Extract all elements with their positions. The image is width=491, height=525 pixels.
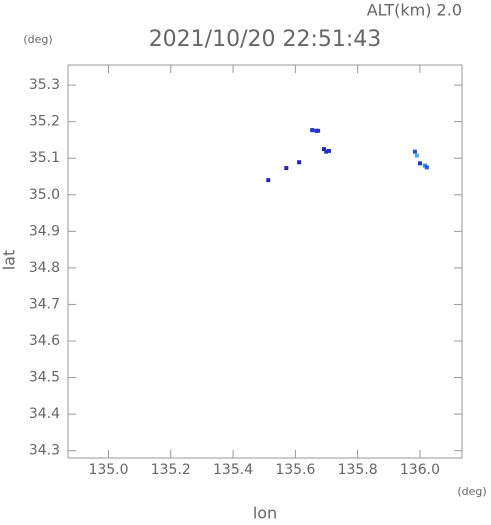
y-tick-label: 34.6 (29, 333, 60, 349)
y-tick-label: 34.7 (29, 296, 60, 312)
x-tick-label: 135.4 (213, 462, 253, 478)
plot-frame (67, 64, 463, 459)
x-tick-label: 136.0 (400, 462, 440, 478)
y-tick-label: 35.2 (29, 114, 60, 130)
data-point (424, 165, 429, 170)
y-tick-label: 35.1 (29, 150, 60, 166)
y-tick-label: 35.3 (29, 77, 60, 93)
data-point (417, 161, 422, 166)
y-label: lat (0, 250, 19, 271)
y-tick-label: 34.9 (29, 223, 60, 239)
x-tick-label: 135.0 (88, 462, 128, 478)
y-tick-label: 34.3 (29, 443, 60, 459)
x-unit: (deg) (457, 485, 486, 498)
data-point (414, 153, 419, 158)
y-unit: (deg) (23, 33, 52, 46)
data-point (412, 149, 417, 154)
data-point (316, 128, 321, 133)
x-tick-label: 135.6 (275, 462, 315, 478)
x-label: lon (253, 504, 277, 522)
data-point (327, 148, 332, 153)
data-point (297, 160, 302, 165)
data-point (310, 128, 315, 133)
x-tick-label: 135.8 (338, 462, 378, 478)
y-tick-label: 34.4 (29, 406, 60, 422)
subtitle: ALT(km) 2.0 (367, 1, 462, 20)
data-point (266, 178, 271, 183)
data-point (324, 149, 329, 154)
chart-title: 2021/10/20 22:51:43 (149, 27, 382, 52)
x-tick-label: 135.2 (151, 462, 191, 478)
y-tick-label: 35.0 (29, 187, 60, 203)
y-tick-label: 34.5 (29, 370, 60, 386)
data-point (322, 147, 327, 152)
y-tick-label: 34.8 (29, 260, 60, 276)
data-point (284, 166, 289, 171)
